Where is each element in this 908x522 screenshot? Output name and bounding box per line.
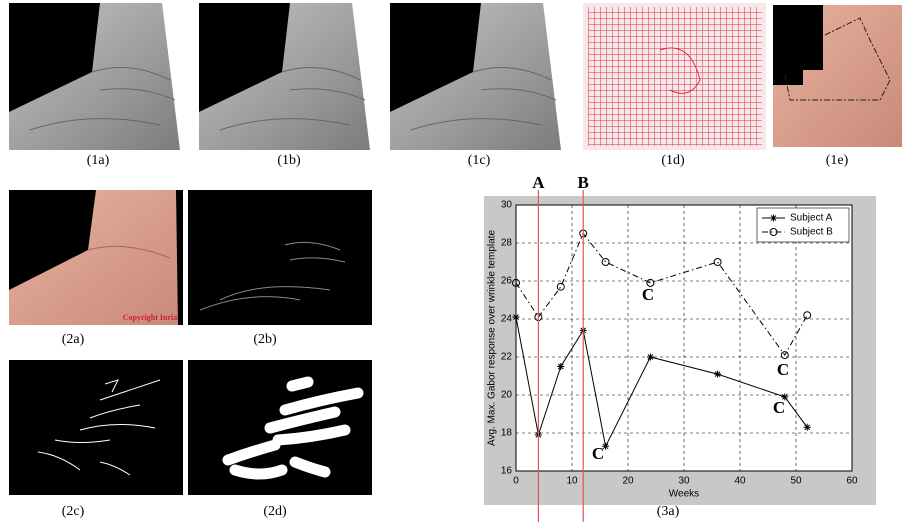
legend-label: Subject A xyxy=(790,213,833,224)
x-tick-label: 10 xyxy=(566,476,578,487)
y-tick-label: 28 xyxy=(501,238,513,249)
copyright: Copyright Inria xyxy=(123,313,177,322)
x-axis-label: Weeks xyxy=(669,489,699,500)
figure: Copyright Inria (1a) (1b) (1c) (1d) (1e)… xyxy=(0,0,908,522)
annotation: C xyxy=(642,285,654,304)
image-1a xyxy=(9,3,187,150)
image-2a: Copyright Inria xyxy=(9,190,183,325)
y-axis-label: Avg. Max. Gabor response over wrinkle te… xyxy=(487,230,498,446)
x-tick-label: 40 xyxy=(734,476,746,487)
image-1e xyxy=(773,5,902,147)
marker xyxy=(602,443,609,450)
y-tick-label: 24 xyxy=(501,314,513,325)
caption: (1e) xyxy=(826,153,849,168)
caption: (1c) xyxy=(468,153,491,168)
image-2c xyxy=(9,360,183,495)
x-tick-label: 60 xyxy=(846,476,858,487)
image-2d xyxy=(188,360,372,495)
reference-label: A xyxy=(532,173,545,192)
marker xyxy=(770,215,777,222)
caption: (1b) xyxy=(277,153,301,168)
x-tick-label: 50 xyxy=(790,476,802,487)
marker xyxy=(804,424,811,431)
y-tick-label: 20 xyxy=(501,390,513,401)
x-tick-label: 20 xyxy=(622,476,634,487)
y-tick-label: 22 xyxy=(501,352,513,363)
image-1c xyxy=(390,3,569,150)
marker xyxy=(557,363,564,370)
marker xyxy=(781,393,788,400)
caption: (2a) xyxy=(62,332,85,347)
y-tick-label: 18 xyxy=(501,428,513,439)
image-1b xyxy=(199,3,378,150)
marker xyxy=(513,314,520,321)
annotation: C xyxy=(777,360,789,379)
caption: (1a) xyxy=(87,153,110,168)
image-2b xyxy=(188,190,372,325)
caption: (3a) xyxy=(657,504,680,519)
marker xyxy=(714,371,721,378)
legend-label: Subject B xyxy=(790,227,833,238)
x-tick-label: 30 xyxy=(678,476,690,487)
y-tick-label: 26 xyxy=(501,276,513,287)
caption: (2d) xyxy=(263,504,287,519)
image-1d xyxy=(583,3,766,150)
y-tick-label: 16 xyxy=(501,466,513,477)
y-tick-label: 30 xyxy=(501,200,513,211)
caption: (2b) xyxy=(253,332,277,347)
caption: (2c) xyxy=(62,504,85,519)
annotation: C xyxy=(773,398,785,417)
x-tick-label: 0 xyxy=(513,476,519,487)
caption: (1d) xyxy=(661,153,685,168)
marker xyxy=(647,354,654,361)
reference-label: B xyxy=(578,173,589,192)
